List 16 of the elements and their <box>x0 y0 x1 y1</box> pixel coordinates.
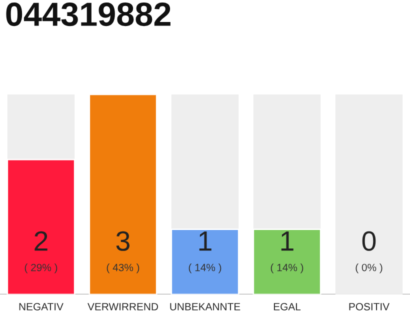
annotation: 1 <box>281 232 294 251</box>
data-label: ( 0% ) <box>356 264 382 274</box>
data-label: ( 14% ) <box>188 264 222 274</box>
x-tick-label: EGAL <box>274 303 301 310</box>
chart-title: 044319882 <box>6 2 170 26</box>
x-tick-label: NEGATIV <box>19 303 64 310</box>
data-label: ( 29% ) <box>24 264 58 274</box>
data-label: ( 14% ) <box>270 264 304 274</box>
annotation: 3 <box>116 231 130 251</box>
data-label: ( 43% ) <box>106 264 140 274</box>
annotation: 1 <box>199 232 212 251</box>
annotation: 2 <box>34 231 48 251</box>
x-tick-label: VERWIRREND <box>88 303 158 310</box>
annotation: 0 <box>362 231 376 251</box>
x-tick-label: POSITIV <box>349 303 390 310</box>
x-tick-label: UNBEKANNTE <box>170 303 240 310</box>
